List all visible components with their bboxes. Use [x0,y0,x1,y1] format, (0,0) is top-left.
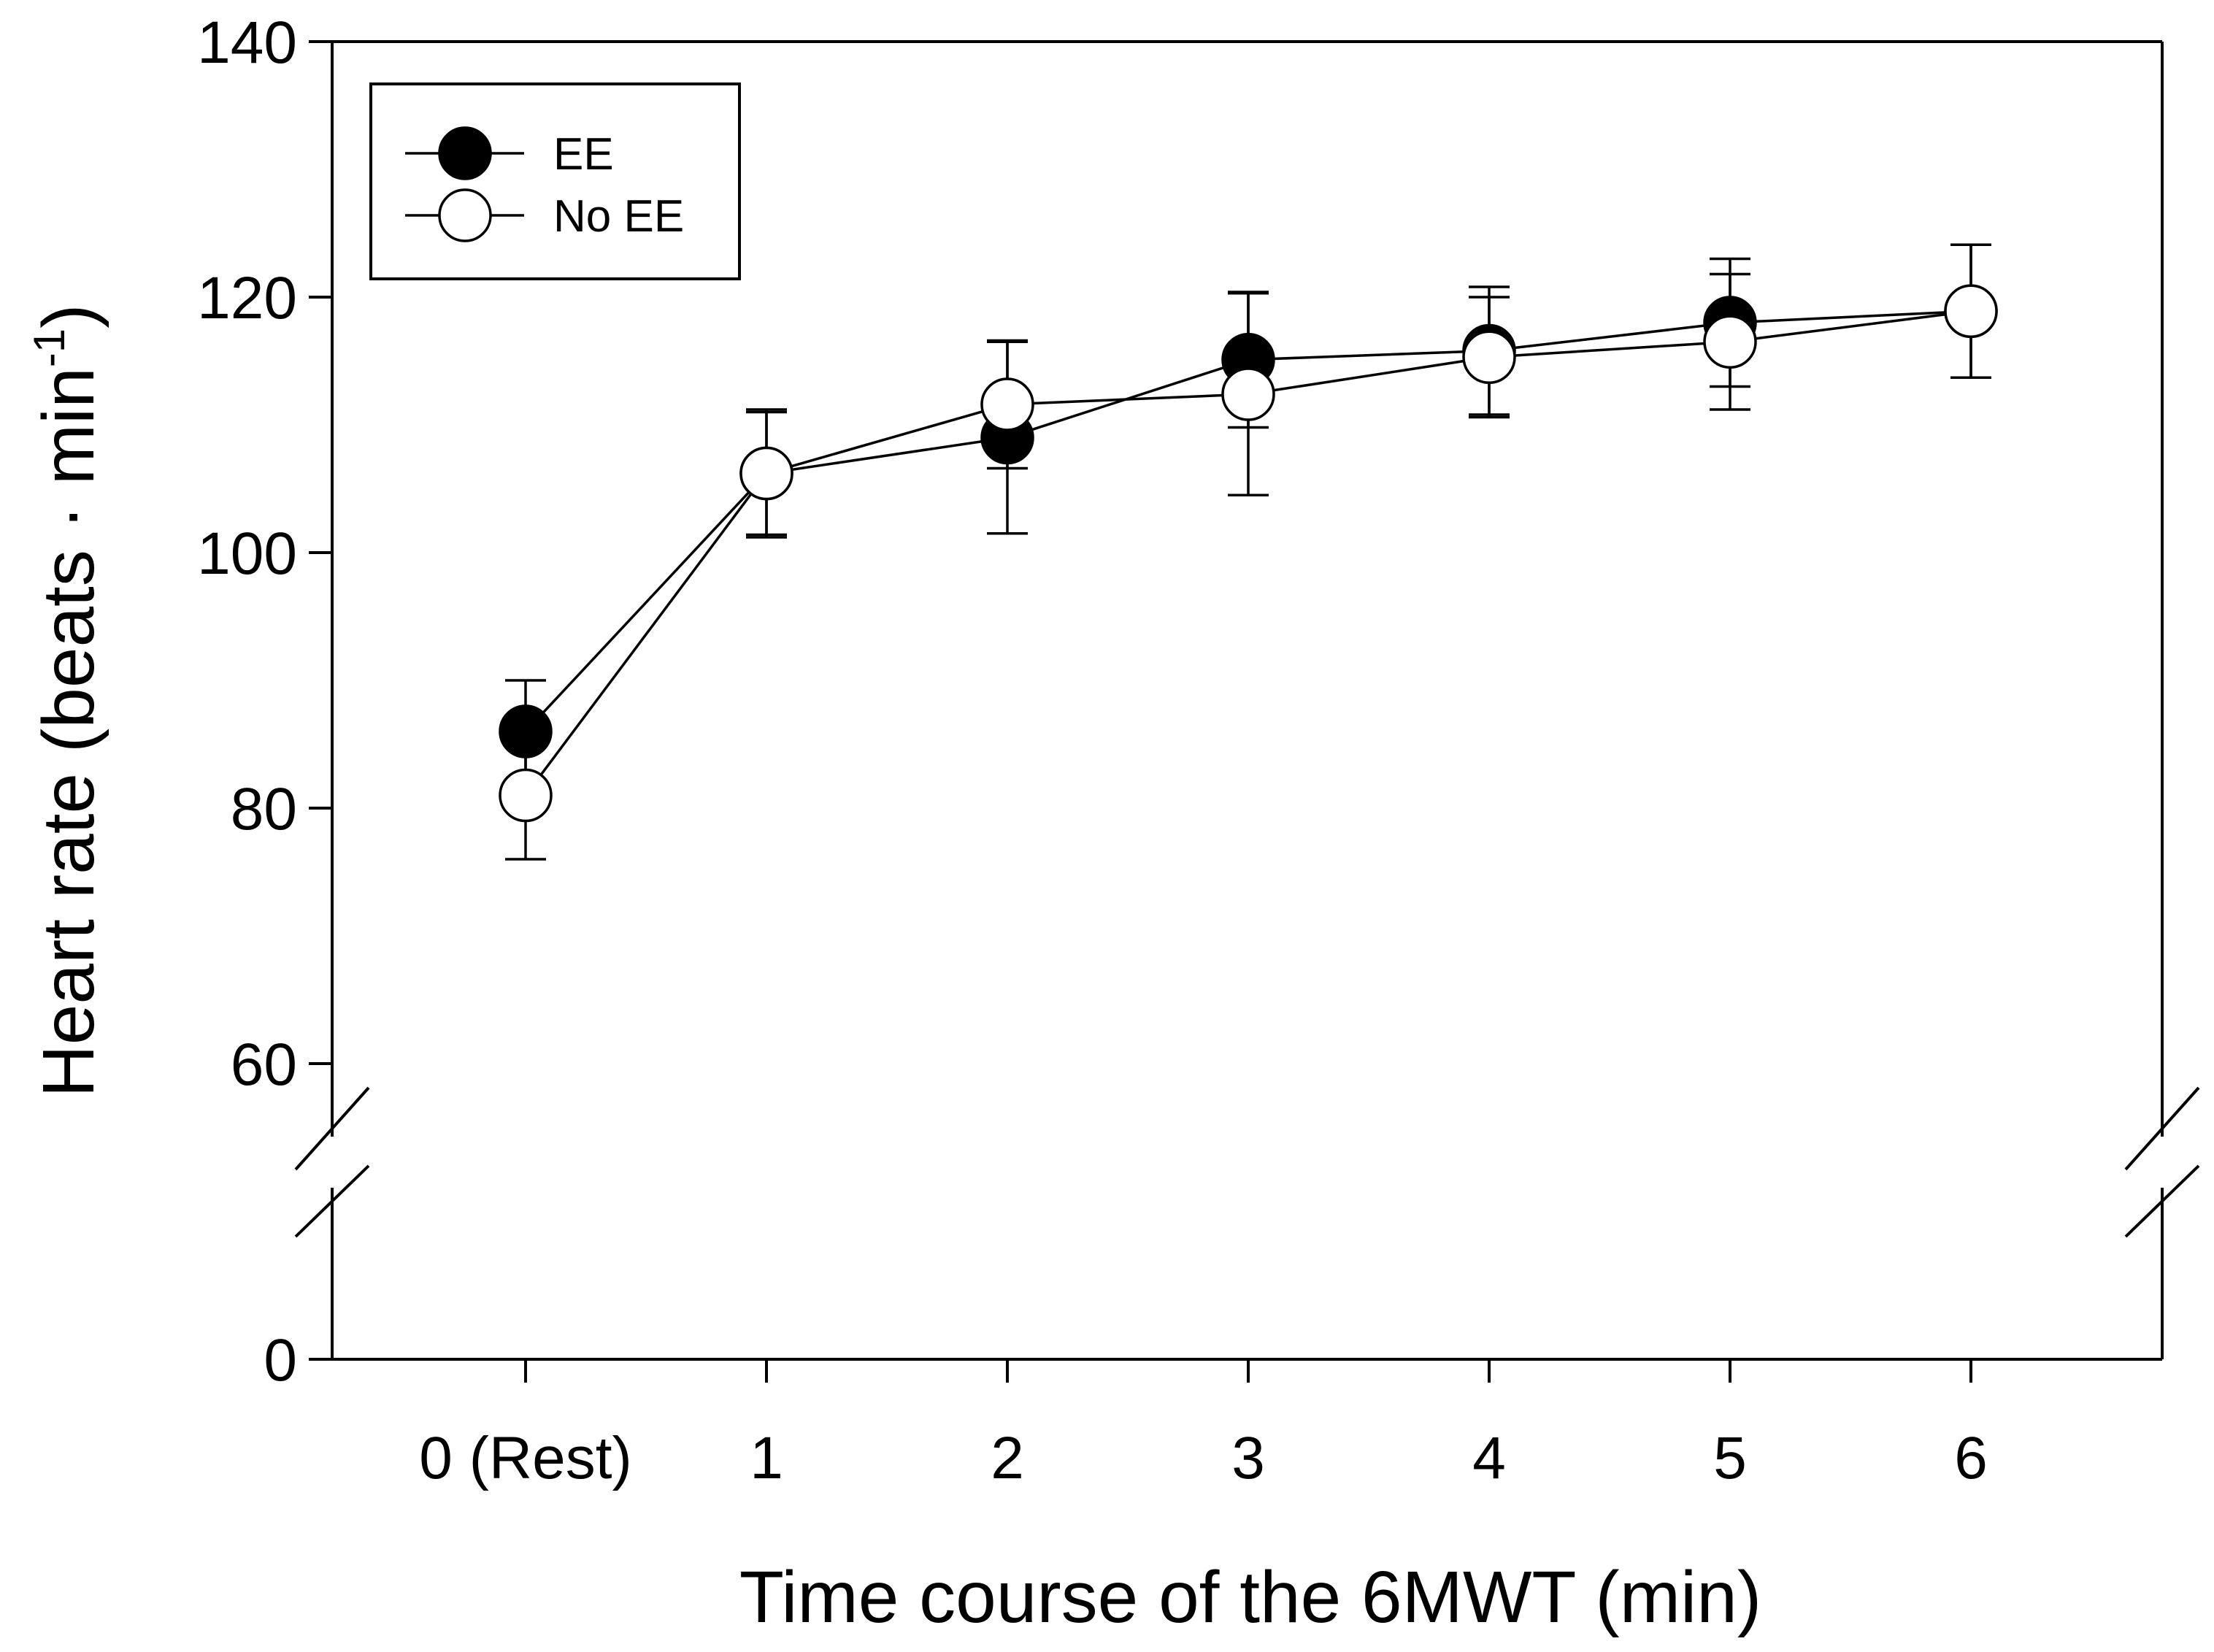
y-tick-label: 0 [264,1327,297,1394]
x-axis-title: Time course of the 6MWT (min) [739,1556,1761,1638]
x-tick-label: 5 [1713,1425,1747,1491]
y-axis-title: Heart rate (beats · min-1) [25,304,109,1097]
legend-label-no-ee: No EE [553,191,684,242]
axis-break-mark-left-lower [294,1164,370,1238]
y-axis-title-close: ) [28,304,109,328]
legend-label-ee: EE [553,129,614,180]
legend-box [369,82,741,280]
x-tick-label: 4 [1472,1425,1506,1491]
data-point-no-ee [499,768,553,823]
legend: EE No EE [369,82,741,280]
legend-marker-ee [438,126,492,180]
x-tick-label: 3 [1231,1425,1265,1491]
y-axis-title-superscript: -1 [25,329,74,367]
x-tick-label: 2 [991,1425,1024,1491]
y-tick-label: 80 [231,776,297,842]
x-tick-label: 1 [750,1425,783,1491]
y-axis-ticks: 0 60 80 100 120 140 [197,9,332,1394]
axis-break-mark-right-lower [2124,1164,2200,1238]
legend-marker-no-ee [438,188,492,242]
y-tick-label: 60 [231,1031,297,1098]
y-tick-label: 100 [197,520,297,587]
data-point-no-ee [739,446,793,501]
x-tick-label: 6 [1954,1425,1988,1491]
data-point-ee [499,704,553,758]
data-point-no-ee [1462,330,1516,384]
data-point-no-ee [1221,367,1275,421]
axis-break-mark-left-upper [294,1086,370,1171]
y-tick-label: 140 [197,9,297,76]
axis-break-mark-right-upper [2124,1086,2200,1171]
data-point-no-ee [1944,284,1998,338]
data-point-no-ee [980,377,1034,431]
data-point-no-ee [1703,315,1757,369]
x-tick-label: 0 (Rest) [419,1425,632,1491]
x-axis-ticks: 0 (Rest) 1 2 3 4 5 6 [419,1359,1988,1491]
y-axis-title-main: Heart rate (beats · min [28,367,109,1097]
y-tick-label: 120 [197,265,297,331]
data-series [499,243,1998,861]
